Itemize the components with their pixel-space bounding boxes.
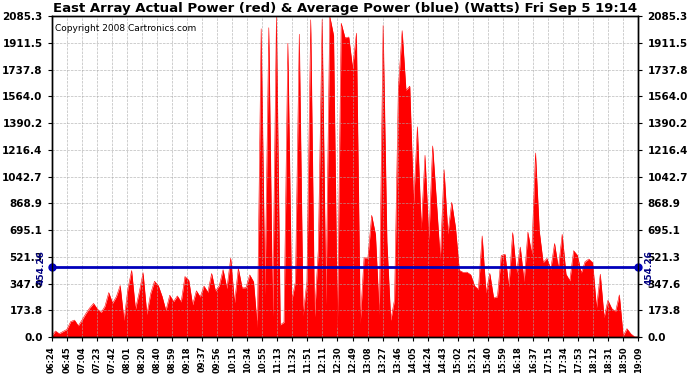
- Title: East Array Actual Power (red) & Average Power (blue) (Watts) Fri Sep 5 19:14: East Array Actual Power (red) & Average …: [53, 2, 637, 15]
- Text: 454.26: 454.26: [644, 250, 653, 285]
- Text: Copyright 2008 Cartronics.com: Copyright 2008 Cartronics.com: [55, 24, 196, 33]
- Text: 454.26: 454.26: [37, 250, 46, 285]
